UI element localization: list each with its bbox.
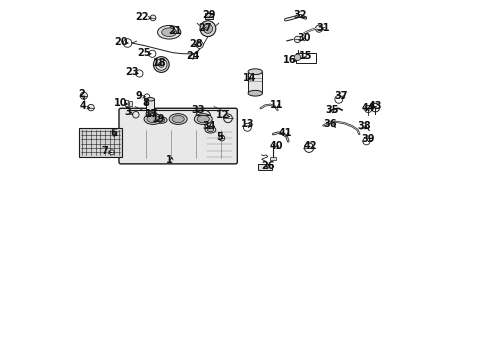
Text: 30: 30 xyxy=(296,33,310,43)
Circle shape xyxy=(294,36,300,42)
Ellipse shape xyxy=(162,28,176,37)
Text: 3: 3 xyxy=(124,107,131,117)
Text: 16: 16 xyxy=(282,55,295,65)
Bar xyxy=(296,53,316,63)
Ellipse shape xyxy=(145,112,154,115)
Bar xyxy=(258,164,272,170)
Text: 12: 12 xyxy=(216,111,229,121)
Ellipse shape xyxy=(157,26,181,39)
Ellipse shape xyxy=(197,116,209,123)
Text: 21: 21 xyxy=(167,26,181,36)
Text: 2: 2 xyxy=(78,89,84,99)
Text: 27: 27 xyxy=(198,23,211,33)
Ellipse shape xyxy=(155,117,167,123)
Bar xyxy=(79,128,122,157)
Ellipse shape xyxy=(145,98,154,101)
Ellipse shape xyxy=(158,118,164,122)
Ellipse shape xyxy=(147,116,159,123)
Circle shape xyxy=(109,150,114,155)
Ellipse shape xyxy=(144,114,162,125)
Ellipse shape xyxy=(194,114,212,125)
Circle shape xyxy=(88,104,94,111)
Circle shape xyxy=(200,21,215,37)
Text: 19: 19 xyxy=(151,114,165,124)
Text: 35: 35 xyxy=(325,105,338,115)
Text: 37: 37 xyxy=(334,91,347,101)
Ellipse shape xyxy=(204,127,215,133)
Circle shape xyxy=(155,59,167,70)
Text: 11: 11 xyxy=(269,100,283,110)
Circle shape xyxy=(150,15,156,21)
Text: 9: 9 xyxy=(135,91,142,101)
Text: 33: 33 xyxy=(191,105,204,115)
Bar xyxy=(129,101,132,106)
Circle shape xyxy=(219,135,224,141)
Bar xyxy=(204,13,212,19)
Text: 31: 31 xyxy=(316,23,329,33)
Text: 38: 38 xyxy=(357,121,371,131)
Ellipse shape xyxy=(247,90,262,96)
Text: 18: 18 xyxy=(153,58,167,68)
Text: 39: 39 xyxy=(361,134,374,144)
Bar xyxy=(125,100,128,106)
Text: 42: 42 xyxy=(304,141,317,151)
Text: 8: 8 xyxy=(142,98,149,108)
Text: 28: 28 xyxy=(189,39,203,49)
Circle shape xyxy=(294,54,300,60)
Ellipse shape xyxy=(247,69,262,75)
Text: 7: 7 xyxy=(101,146,108,156)
Ellipse shape xyxy=(149,113,155,117)
Circle shape xyxy=(153,57,169,72)
Text: 32: 32 xyxy=(293,10,306,20)
Text: 1: 1 xyxy=(165,155,172,165)
Text: 43: 43 xyxy=(368,102,381,112)
Circle shape xyxy=(80,92,87,99)
Text: 26: 26 xyxy=(261,161,274,171)
Text: 24: 24 xyxy=(185,51,199,61)
Text: 40: 40 xyxy=(269,141,283,151)
Ellipse shape xyxy=(147,112,157,118)
Text: 5: 5 xyxy=(216,132,223,142)
Text: 25: 25 xyxy=(137,48,150,58)
Text: 20: 20 xyxy=(114,37,127,47)
Ellipse shape xyxy=(207,128,213,132)
Text: 6: 6 xyxy=(110,129,117,138)
Text: 34: 34 xyxy=(202,121,215,131)
Text: 14: 14 xyxy=(243,73,256,83)
Text: 4: 4 xyxy=(80,102,86,112)
Circle shape xyxy=(315,25,322,32)
Circle shape xyxy=(203,24,212,33)
Ellipse shape xyxy=(172,116,184,123)
Text: 10: 10 xyxy=(114,98,127,108)
Text: 29: 29 xyxy=(202,10,215,20)
Text: 41: 41 xyxy=(279,129,292,138)
Bar xyxy=(247,72,262,93)
FancyBboxPatch shape xyxy=(119,108,237,164)
Bar xyxy=(145,99,154,114)
Circle shape xyxy=(158,62,164,67)
Text: 22: 22 xyxy=(135,12,149,22)
Text: 23: 23 xyxy=(124,67,138,77)
Text: 15: 15 xyxy=(298,51,311,61)
Ellipse shape xyxy=(169,114,187,125)
Text: 17: 17 xyxy=(144,109,158,119)
Bar xyxy=(270,157,276,160)
Text: 13: 13 xyxy=(241,120,254,129)
Text: 36: 36 xyxy=(323,120,337,129)
Text: 44: 44 xyxy=(361,103,374,113)
